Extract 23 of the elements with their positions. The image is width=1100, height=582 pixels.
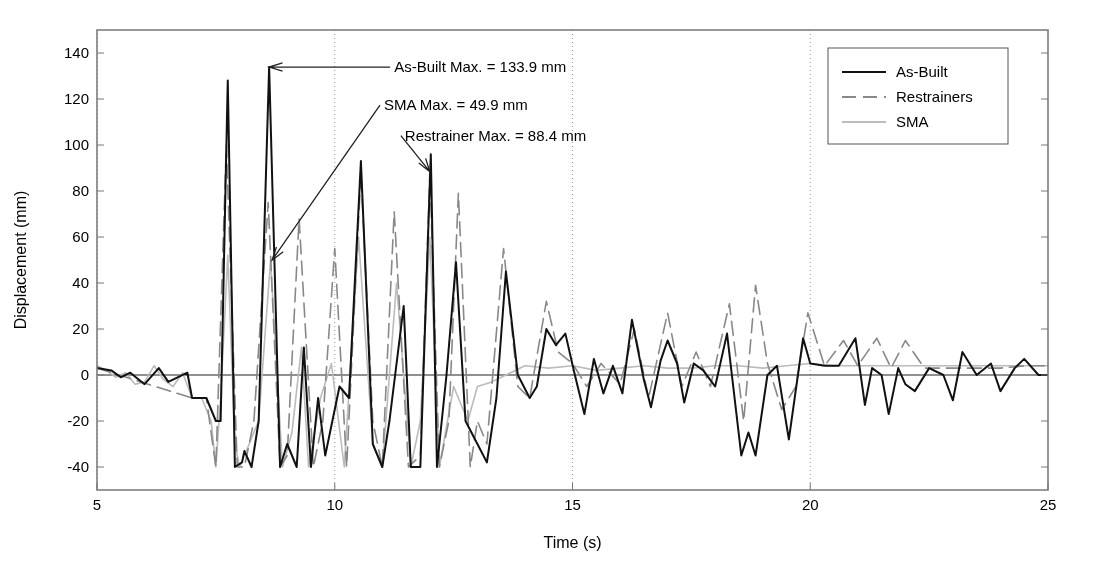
y-axis-title: Displacement (mm) [12, 190, 29, 330]
y-tick-label: -20 [67, 412, 89, 429]
annotation: Restrainer Max. = 88.4 mm [404, 126, 587, 144]
y-tick-label: 120 [63, 90, 89, 107]
x-tick-label: 5 [92, 496, 102, 513]
y-tick-label: 80 [72, 182, 89, 199]
y-tick-label: -40 [67, 458, 89, 475]
x-tick-label: 25 [1039, 496, 1057, 513]
y-tick-label: 140 [63, 44, 89, 61]
annotation: SMA Max. = 49.9 mm [383, 96, 528, 114]
y-tick-label: 40 [72, 274, 89, 291]
y-tick-label: 60 [72, 228, 89, 245]
y-tick-label: 0 [80, 366, 89, 383]
legend-label: SMA [896, 113, 929, 130]
y-tick-label: 20 [72, 320, 89, 337]
x-tick-label: 20 [801, 496, 819, 513]
y-tick-label: 100 [63, 136, 89, 153]
x-tick-label: 10 [326, 496, 344, 513]
x-axis-title: Time (s) [543, 534, 602, 551]
x-tick-label: 15 [564, 496, 581, 513]
annotation: As-Built Max. = 133.9 mm [394, 58, 567, 76]
legend-label: As-Built [896, 63, 949, 80]
legend-label: Restrainers [896, 88, 973, 105]
